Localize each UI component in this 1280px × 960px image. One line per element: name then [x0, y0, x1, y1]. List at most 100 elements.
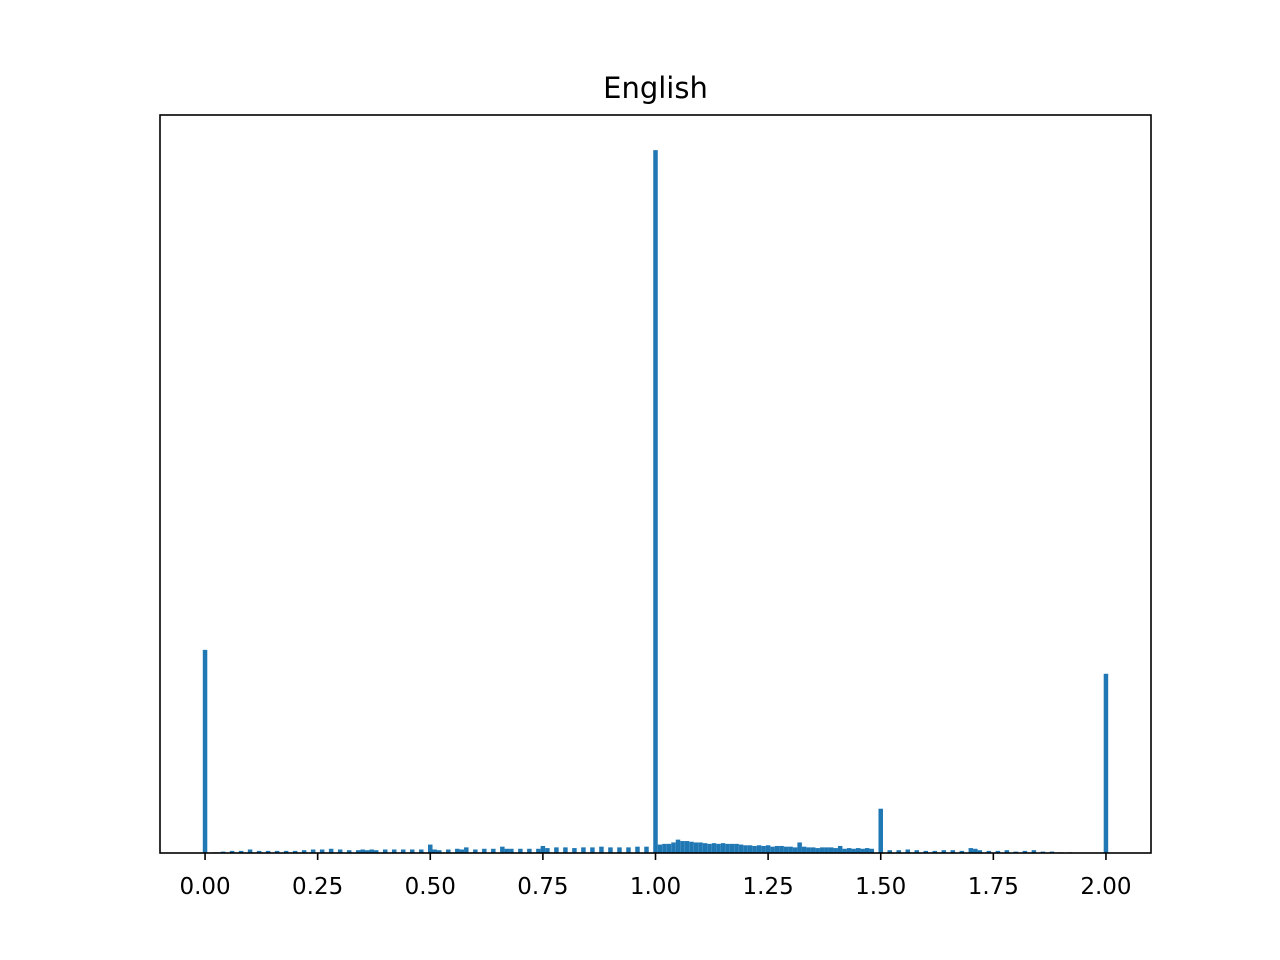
histogram-bar — [1004, 850, 1010, 853]
histogram-bar — [720, 843, 726, 853]
histogram-bar — [518, 848, 523, 853]
histogram-bar — [419, 849, 424, 853]
histogram-bar — [382, 849, 388, 853]
histogram-bar — [716, 843, 721, 853]
histogram-bar — [819, 847, 825, 853]
histogram-bar — [833, 848, 838, 853]
histogram-bar — [545, 848, 550, 853]
histogram-bar — [373, 850, 379, 853]
histogram-bar — [310, 849, 316, 853]
histogram-bar — [689, 841, 694, 853]
histogram-bar — [437, 850, 442, 853]
histogram-bar — [428, 844, 433, 853]
histogram-bar — [247, 849, 253, 853]
histogram-bar — [905, 849, 910, 853]
histogram-bar — [540, 845, 546, 853]
histogram-bar — [410, 849, 415, 853]
histogram-bar — [914, 850, 920, 853]
histogram-bar — [662, 843, 667, 853]
histogram-bar — [590, 847, 595, 853]
x-tick-label: 2.00 — [1080, 874, 1131, 900]
x-tick-label: 1.25 — [743, 874, 794, 900]
histogram-bar — [554, 847, 559, 853]
histogram-bar — [738, 844, 744, 853]
histogram-bar — [301, 850, 307, 853]
histogram-bar — [806, 847, 811, 853]
histogram-bar — [702, 843, 708, 853]
histogram-bar — [360, 849, 365, 853]
histogram-bar — [896, 850, 901, 853]
histogram-bar — [779, 845, 784, 853]
histogram-bar — [770, 846, 775, 853]
histogram-bar — [923, 850, 929, 853]
histogram-bar — [400, 849, 406, 853]
histogram-bar — [761, 845, 766, 853]
histogram-bar — [801, 846, 807, 853]
x-tick-label: 1.75 — [968, 874, 1019, 900]
histogram-bar — [446, 849, 451, 853]
x-tick-label: 0.75 — [517, 874, 568, 900]
histogram-bar — [878, 808, 883, 853]
histogram-bar — [504, 848, 510, 853]
histogram-bar — [599, 846, 604, 853]
histogram-bar — [617, 847, 622, 853]
histogram-bar — [842, 848, 847, 853]
histogram-bar — [846, 848, 852, 853]
histogram-bar — [346, 850, 352, 853]
histogram-bar — [792, 847, 798, 853]
histogram-bar — [774, 845, 780, 853]
histogram-bar — [734, 843, 739, 853]
histogram-bar — [337, 849, 343, 853]
histogram-bar — [747, 845, 753, 853]
histogram-bar — [729, 843, 735, 853]
histogram-bar — [950, 850, 956, 853]
histogram-bar — [653, 150, 658, 853]
histogram-bar — [432, 849, 438, 853]
histogram-bar — [391, 849, 397, 853]
histogram-bar — [1103, 673, 1109, 853]
histogram-bar — [274, 850, 280, 853]
histogram-bar — [265, 850, 271, 853]
histogram-bar — [608, 847, 613, 853]
histogram-bar — [986, 850, 992, 853]
histogram-bar — [328, 848, 334, 853]
histogram-bar — [680, 841, 685, 853]
histogram-bar — [707, 843, 712, 853]
histogram-bar — [977, 850, 983, 853]
histogram-bar — [455, 848, 460, 853]
histogram-bar — [968, 848, 974, 853]
histogram-bar — [581, 847, 586, 853]
histogram-bar — [671, 842, 676, 853]
histogram-bar — [1031, 850, 1037, 853]
histogram-bar — [743, 845, 748, 853]
histogram-bar — [698, 842, 703, 853]
histogram-bar — [500, 846, 505, 853]
histogram-bar — [815, 848, 820, 853]
histogram-bar — [783, 846, 789, 853]
histogram-bar — [509, 848, 514, 853]
histogram-bar — [319, 849, 325, 853]
histogram-bar — [626, 847, 631, 853]
histogram-bar — [973, 848, 978, 853]
x-tick-label: 1.50 — [855, 874, 906, 900]
histogram-bar — [765, 845, 771, 853]
histogram-bar — [869, 848, 874, 853]
histogram-bar — [666, 843, 672, 853]
histogram-bar — [464, 847, 469, 853]
histogram-bar — [238, 850, 244, 853]
histogram-bar — [711, 843, 717, 853]
histogram-bar — [855, 848, 861, 853]
histogram-bar — [1022, 850, 1028, 853]
histogram-bar — [887, 850, 892, 853]
histogram-bar — [527, 848, 532, 853]
histogram-bar — [693, 842, 699, 853]
histogram-bar — [292, 850, 298, 853]
histogram-bar — [837, 845, 843, 853]
histogram-bar — [256, 850, 262, 853]
histogram-bar — [752, 845, 757, 853]
histogram-bar — [810, 847, 816, 853]
histogram-bar — [788, 846, 793, 853]
histogram-bar — [860, 848, 865, 853]
histogram-bar — [644, 846, 649, 853]
